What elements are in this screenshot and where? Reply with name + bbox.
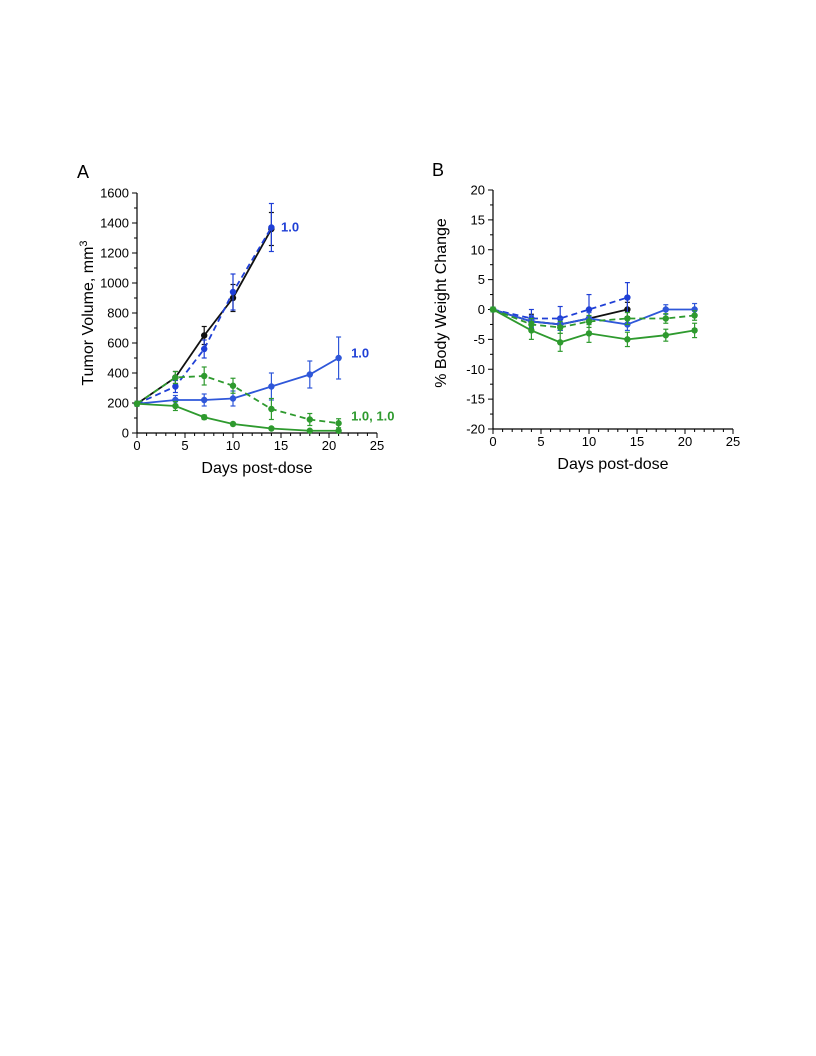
y-tick-label: -10 <box>466 362 485 377</box>
x-tick-label: 5 <box>181 438 188 453</box>
data-point <box>306 427 313 434</box>
series-annotation: 1.0 <box>351 346 369 361</box>
data-point <box>268 224 275 231</box>
series-3 <box>133 336 342 407</box>
data-point <box>624 336 631 343</box>
x-tick-label: 15 <box>630 434 644 449</box>
series-5 <box>133 400 342 434</box>
data-point <box>335 427 342 434</box>
data-point <box>229 382 237 389</box>
y-tick-label: 800 <box>107 306 129 321</box>
data-point <box>306 416 313 423</box>
data-point <box>201 414 208 421</box>
y-tick-label: 20 <box>471 183 485 198</box>
series-line <box>136 357 340 405</box>
data-point <box>489 306 497 313</box>
y-tick-label: 0 <box>122 426 129 441</box>
x-tick-label: 25 <box>370 438 384 453</box>
data-point <box>585 330 593 337</box>
data-point <box>557 339 564 346</box>
data-point <box>268 383 275 390</box>
y-tick-label: 0 <box>478 302 485 317</box>
y-tick-label: 1000 <box>100 276 129 291</box>
x-tick-label: 5 <box>537 434 544 449</box>
y-tick-label: -5 <box>473 332 485 347</box>
y-tick-label: 1400 <box>100 216 129 231</box>
x-tick-label: 20 <box>678 434 692 449</box>
data-point <box>229 288 237 296</box>
data-point <box>691 327 698 334</box>
chart-panel-A: A 0 200 400 600 800 1000 1200 1400 1600 0 5 10 15 20 25… <box>77 162 394 477</box>
y-tick-label: -15 <box>466 392 485 407</box>
x-tick-label: 0 <box>489 434 496 449</box>
data-point <box>585 318 593 325</box>
y-tick-label: -20 <box>466 422 485 437</box>
x-tick-label: 0 <box>133 438 140 453</box>
data-point <box>268 405 275 413</box>
y-tick-label: 400 <box>107 366 129 381</box>
x-tick-label: 10 <box>582 434 596 449</box>
data-point <box>557 324 564 331</box>
y-tick-label: 1200 <box>100 246 129 261</box>
y-tick-label: 5 <box>478 272 485 287</box>
y-tick-label: 1600 <box>100 186 129 201</box>
data-point <box>229 420 237 428</box>
data-point <box>201 345 208 353</box>
panel-letter: A <box>77 162 89 182</box>
y-axis-label: % Body Weight Change <box>433 218 450 388</box>
data-point <box>585 306 593 313</box>
data-point <box>201 332 208 339</box>
data-point <box>201 372 208 380</box>
series-annotation: 1.0, 1.0 <box>351 409 394 424</box>
y-tick-label: 10 <box>471 242 485 257</box>
data-point <box>268 425 275 432</box>
x-axis-label: Days post-dose <box>201 460 312 477</box>
panel-letter: B <box>432 160 444 180</box>
x-tick-label: 15 <box>274 438 288 453</box>
x-tick-label: 25 <box>726 434 740 449</box>
y-axis-label: Tumor Volume, mm3 <box>78 240 97 385</box>
data-point <box>201 396 208 404</box>
data-point <box>528 327 535 334</box>
series-annotation: 1.0 <box>281 220 299 235</box>
chart-panel-B: B -20 -15 -10 -5 0 5 10 15 20 0 5 10 15 20 25 Days post-… <box>432 160 740 473</box>
data-point <box>172 402 179 410</box>
y-tick-label: 600 <box>107 336 129 351</box>
data-point <box>662 331 669 339</box>
data-point <box>624 294 631 301</box>
series-5 <box>489 306 698 352</box>
data-point <box>172 374 179 381</box>
data-point <box>172 383 179 390</box>
y-axis-label-superscript: 3 <box>78 240 90 246</box>
x-axis-label: Days post-dose <box>557 456 668 473</box>
data-point <box>229 395 237 402</box>
data-point <box>306 371 313 378</box>
series-line <box>492 296 628 320</box>
data-point <box>662 306 669 313</box>
x-tick-label: 20 <box>322 438 336 453</box>
data-point <box>335 354 342 362</box>
y-tick-label: 200 <box>107 396 129 411</box>
data-point <box>662 315 669 322</box>
data-point <box>624 315 631 322</box>
data-point <box>335 420 342 427</box>
data-point <box>691 312 698 319</box>
x-tick-label: 10 <box>226 438 240 453</box>
data-point <box>133 400 141 407</box>
y-tick-label: 15 <box>471 212 485 227</box>
